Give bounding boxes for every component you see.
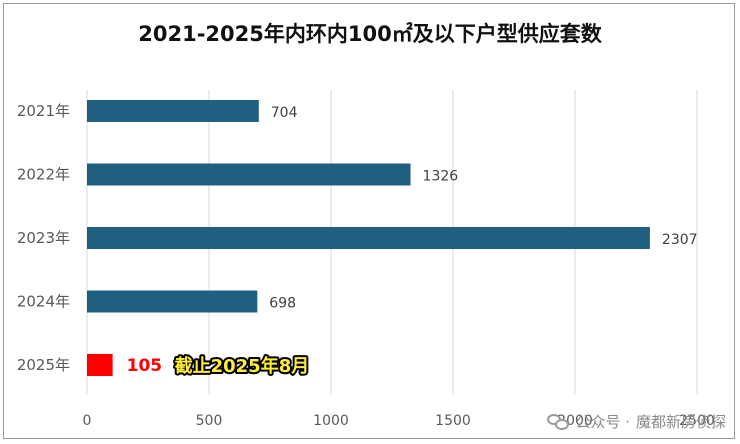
bars: [87, 100, 650, 376]
bar: [87, 290, 258, 313]
x-tick-labels: 0 500 1000 1500 2000 2500: [83, 413, 715, 429]
x-tick-label: 1500: [435, 413, 471, 429]
bar: [87, 100, 259, 122]
bar: [87, 227, 650, 249]
category-label: 2025年: [17, 356, 70, 374]
annotation-text: 截止2025年8月: [175, 355, 310, 377]
bar: [87, 354, 113, 376]
data-label: 1326: [423, 169, 459, 185]
category-label: 2023年: [17, 229, 70, 247]
data-label: 704: [271, 105, 298, 121]
bar: [87, 163, 411, 186]
data-label: 105: [127, 356, 162, 376]
x-tick-label: 0: [83, 413, 92, 429]
data-label: 698: [269, 296, 296, 312]
x-tick-label: 1000: [313, 413, 349, 429]
x-tick-label: 2500: [679, 413, 715, 429]
chart-frame: [3, 3, 735, 439]
category-label: 2024年: [17, 293, 70, 311]
chart-title: 2021-2025年内环内100㎡及以下户型供应套数: [138, 22, 602, 46]
watermark-name: 魔都新房侦探: [635, 413, 726, 431]
category-label: 2022年: [17, 166, 70, 184]
category-labels: 2021年 2022年 2023年 2024年 2025年: [17, 102, 70, 374]
data-labels: 704 1326 2307 698 105: [127, 105, 698, 376]
category-label: 2021年: [17, 102, 70, 120]
wechat-icon: [547, 413, 570, 431]
watermark: 公众号 · 魔都新房侦探: [547, 411, 726, 432]
annotation-outline: 截止2025年8月: [175, 355, 310, 377]
data-label: 2307: [662, 232, 698, 248]
watermark-prefix: 公众号 ·: [575, 413, 630, 431]
x-tick-label: 500: [196, 413, 223, 429]
